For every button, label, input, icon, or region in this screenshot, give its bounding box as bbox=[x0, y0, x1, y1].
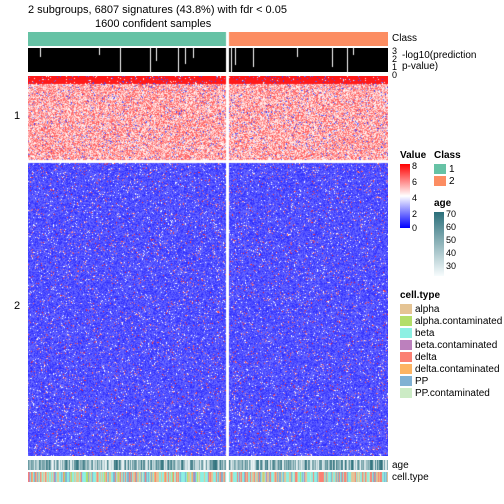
title-line2: 1600 confident samples bbox=[95, 18, 211, 30]
celltype-legend-item: alpha bbox=[400, 303, 502, 315]
celltype-legend-item: beta bbox=[400, 327, 502, 339]
age-legend-title: age bbox=[434, 198, 451, 209]
class-legend-item: 1 bbox=[434, 163, 461, 175]
age-tick-50: 50 bbox=[446, 236, 456, 245]
age-tick-40: 40 bbox=[446, 249, 456, 258]
celltype-legend-item: PP bbox=[400, 375, 502, 387]
age-label: age bbox=[392, 460, 409, 471]
class-annotation-bar bbox=[28, 32, 388, 46]
celltype-legend-item: delta.contaminated bbox=[400, 363, 502, 375]
heatmap bbox=[28, 76, 388, 456]
title-line1: 2 subgroups, 6807 signatures (43.8%) wit… bbox=[28, 4, 287, 16]
value-tick-4: 4 bbox=[412, 194, 417, 203]
value-tick-8: 8 bbox=[412, 162, 417, 171]
class-legend: Class 12 bbox=[434, 150, 461, 187]
value-tick-6: 6 bbox=[412, 178, 417, 187]
celltype-legend-item: PP.contaminated bbox=[400, 387, 502, 399]
celltype-legend-item: beta.contaminated bbox=[400, 339, 502, 351]
age-tick-30: 30 bbox=[446, 262, 456, 271]
age-annotation-bar bbox=[28, 460, 388, 470]
celltype-legend-item: delta bbox=[400, 351, 502, 363]
celltype-legend: cell.type alphaalpha.contaminatedbetabet… bbox=[400, 290, 502, 399]
class-label: Class bbox=[392, 33, 417, 44]
celltype-legend-item: alpha.contaminated bbox=[400, 315, 502, 327]
value-legend-title: Value bbox=[400, 150, 426, 161]
value-gradient bbox=[400, 164, 410, 228]
pval-tick-0: 0 bbox=[392, 70, 397, 80]
value-tick-0: 0 bbox=[412, 224, 417, 233]
celltype-annotation-bar bbox=[28, 472, 388, 482]
age-gradient bbox=[434, 212, 444, 276]
row-group-2: 2 bbox=[14, 300, 20, 312]
celltype-label: cell.type bbox=[392, 472, 429, 483]
class-legend-title: Class bbox=[434, 150, 461, 161]
pval-label-2: p-value) bbox=[402, 61, 438, 72]
value-tick-2: 2 bbox=[412, 210, 417, 219]
row-group-1: 1 bbox=[14, 110, 20, 122]
pvalue-bars bbox=[28, 48, 388, 72]
pval-label-1: -log10(prediction bbox=[402, 50, 477, 61]
age-tick-70: 70 bbox=[446, 210, 456, 219]
celltype-legend-title: cell.type bbox=[400, 290, 502, 301]
figure: 2 subgroups, 6807 signatures (43.8%) wit… bbox=[0, 0, 504, 504]
age-tick-60: 60 bbox=[446, 223, 456, 232]
class-legend-item: 2 bbox=[434, 175, 461, 187]
